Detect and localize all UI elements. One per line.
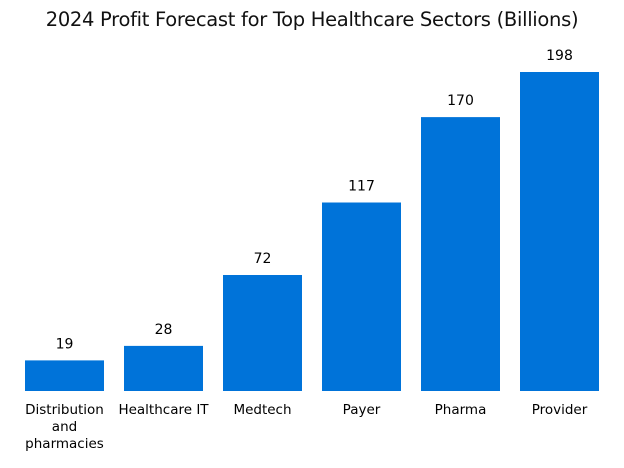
- category-label: Pharma: [435, 402, 487, 418]
- category-label-line: Medtech: [233, 402, 291, 418]
- category-label-line: and: [52, 419, 77, 435]
- bar-4: [421, 117, 500, 391]
- data-label: 198: [546, 48, 573, 64]
- category-label: Provider: [532, 402, 588, 418]
- bar-2: [223, 275, 302, 391]
- category-label-line: Provider: [532, 402, 588, 418]
- data-label: 117: [348, 179, 375, 195]
- data-label: 28: [155, 322, 173, 338]
- category-label-line: Payer: [343, 402, 381, 418]
- category-label: Payer: [343, 402, 381, 418]
- category-label-line: pharmacies: [25, 436, 104, 452]
- data-label: 170: [447, 93, 474, 109]
- data-label: 72: [254, 251, 272, 267]
- chart-title: 2024 Profit Forecast for Top Healthcare …: [45, 8, 579, 31]
- category-label: Medtech: [233, 402, 291, 418]
- category-label: Distribution and pharmacies: [25, 402, 104, 452]
- category-label-line: Distribution: [25, 402, 104, 418]
- bar-5: [520, 72, 599, 391]
- data-label: 19: [56, 336, 74, 352]
- category-label-line: Pharma: [435, 402, 487, 418]
- bar-0: [25, 360, 104, 391]
- bar-1: [124, 345, 203, 391]
- category-label-line: Healthcare IT: [118, 402, 209, 418]
- bar-3: [322, 202, 401, 391]
- category-label: Healthcare IT: [118, 402, 209, 418]
